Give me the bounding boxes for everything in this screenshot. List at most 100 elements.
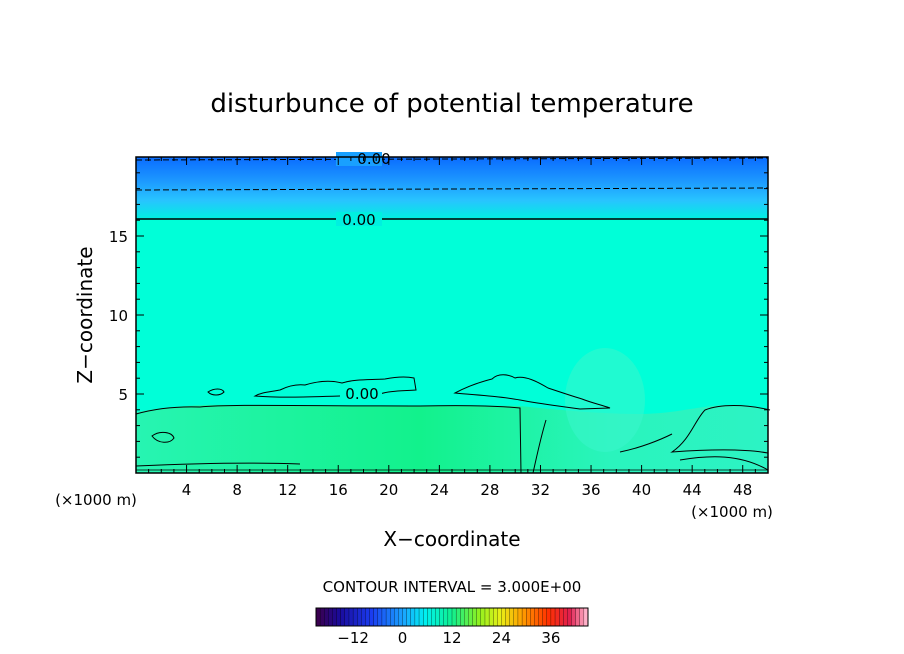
colorbar-cell: [530, 607, 535, 627]
colorbar-cell: [336, 607, 342, 627]
colorbar-cell: [385, 607, 391, 627]
x-axis-label: X−coordinate: [383, 527, 520, 551]
x-tick-label: 32: [531, 481, 550, 499]
y-tick-label: 5: [118, 386, 128, 404]
colorbar-cell: [398, 607, 403, 627]
colorbar-cell: [352, 607, 358, 627]
y-ticks: 5 10 15: [109, 172, 768, 458]
colorbar-cell: [521, 607, 527, 627]
colorbar-cell: [550, 607, 556, 627]
x-tick-label: 16: [329, 481, 348, 499]
colorbar-cell: [505, 607, 511, 627]
contour-labels: 0.00 0.00 0.00: [336, 150, 391, 403]
colorbar-cell: [402, 607, 408, 627]
contour-label-bg-2: [336, 212, 382, 226]
colorbar-tick-label: 24: [492, 629, 511, 647]
colorbar-tick-label: −12: [337, 629, 369, 647]
colorbar-cell: [315, 607, 321, 627]
contour-label-mid: 0.00: [345, 385, 378, 403]
colorbar-cell: [575, 607, 581, 627]
colorbar-cell: [423, 607, 428, 627]
colorbar-cell: [493, 607, 498, 627]
x-tick-label: 12: [278, 481, 297, 499]
x-tick-label: 8: [232, 481, 242, 499]
colorbar-cell: [348, 607, 354, 627]
contour-mid-right: [453, 374, 611, 410]
field-top-band: [136, 157, 768, 219]
colorbar-cell: [455, 607, 461, 627]
colorbar-cell: [554, 607, 560, 627]
colorbar-cell: [344, 607, 350, 627]
x-tick-label: 40: [632, 481, 651, 499]
colorbar-cell: [410, 607, 416, 627]
colorbar-cell: [579, 607, 585, 627]
contour-label-bg-1: [336, 152, 382, 166]
contour-lower-layer: [135, 404, 771, 474]
contour-label-upper: 0.00: [342, 211, 375, 229]
colorbar-cell: [447, 607, 453, 627]
x-tick-label: 24: [430, 481, 449, 499]
colorbar-cell: [472, 607, 478, 627]
colorbar-cell: [509, 607, 515, 627]
colorbar-cell: [563, 607, 568, 627]
colorbar-cell: [390, 607, 395, 627]
colorbar-cell: [559, 607, 564, 627]
colorbar-cell: [418, 607, 424, 627]
colorbar-cell: [480, 607, 486, 627]
colorbar-cell: [406, 607, 412, 627]
y-tick-label: 10: [109, 307, 128, 325]
x-unit-label: (×1000 m): [691, 503, 773, 521]
contour-label-bg-3: [340, 386, 382, 400]
colorbar-frame: [315, 607, 589, 627]
contour-lower-small: [151, 431, 175, 443]
colorbar-cell: [488, 607, 494, 627]
colorbar-cell: [340, 607, 346, 627]
colorbar-cell: [571, 607, 577, 627]
y-unit-label: (×1000 m): [55, 491, 137, 509]
colorbar-cell: [357, 607, 362, 627]
x-ticks: 4 8 12 16 20 24 28 32 36 40 44 48: [148, 157, 756, 499]
colorbar-cell: [517, 607, 523, 627]
colorbar-cell: [513, 607, 519, 627]
colorbar-cell: [319, 607, 325, 627]
field-warm-patch: [565, 348, 645, 452]
contour-bottom: [135, 433, 769, 471]
colorbar-cell: [546, 607, 552, 627]
chart-title: disturbunce of potential temperature: [210, 89, 693, 119]
colorbar-cell: [394, 607, 399, 627]
colorbar-cell: [377, 607, 383, 627]
x-tick-label: 4: [182, 481, 192, 499]
colorbar-cell: [501, 607, 507, 627]
colorbar-cell: [435, 607, 441, 627]
x-tick-label: 44: [683, 481, 702, 499]
colorbar-cell: [484, 607, 490, 627]
x-tick-label: 36: [581, 481, 600, 499]
colorbar-cell: [369, 607, 375, 627]
colorbar: [315, 607, 589, 627]
colorbar-tick-labels: −12 0 12 24 36: [337, 629, 560, 647]
colorbar-tick-label: 12: [442, 629, 461, 647]
contour-upper-dashed: [135, 187, 769, 191]
y-axis-label: Z−coordinate: [73, 246, 97, 383]
colorbar-cell: [324, 607, 329, 627]
colorbar-cell: [328, 607, 333, 627]
contour-label-top: 0.00: [357, 150, 390, 168]
colorbar-cell: [534, 607, 539, 627]
colorbar-cell: [443, 607, 449, 627]
colorbar-cell: [439, 607, 445, 627]
colorbar-cell: [464, 607, 469, 627]
colorbar-cell: [538, 607, 544, 627]
contours: [135, 157, 771, 474]
contour-interval: CONTOUR INTERVAL = 3.000E+00: [323, 578, 582, 596]
colorbar-cell: [497, 607, 502, 627]
colorbar-cell: [567, 607, 572, 627]
colorbar-tick-label: 0: [398, 629, 408, 647]
colorbar-cell: [427, 607, 432, 627]
colorbar-cell: [468, 607, 474, 627]
colorbar-cell: [431, 607, 436, 627]
colorbar-cell: [361, 607, 366, 627]
y-tick-label: 15: [109, 228, 128, 246]
colorbar-cell: [542, 607, 548, 627]
colorbar-cell: [476, 607, 482, 627]
